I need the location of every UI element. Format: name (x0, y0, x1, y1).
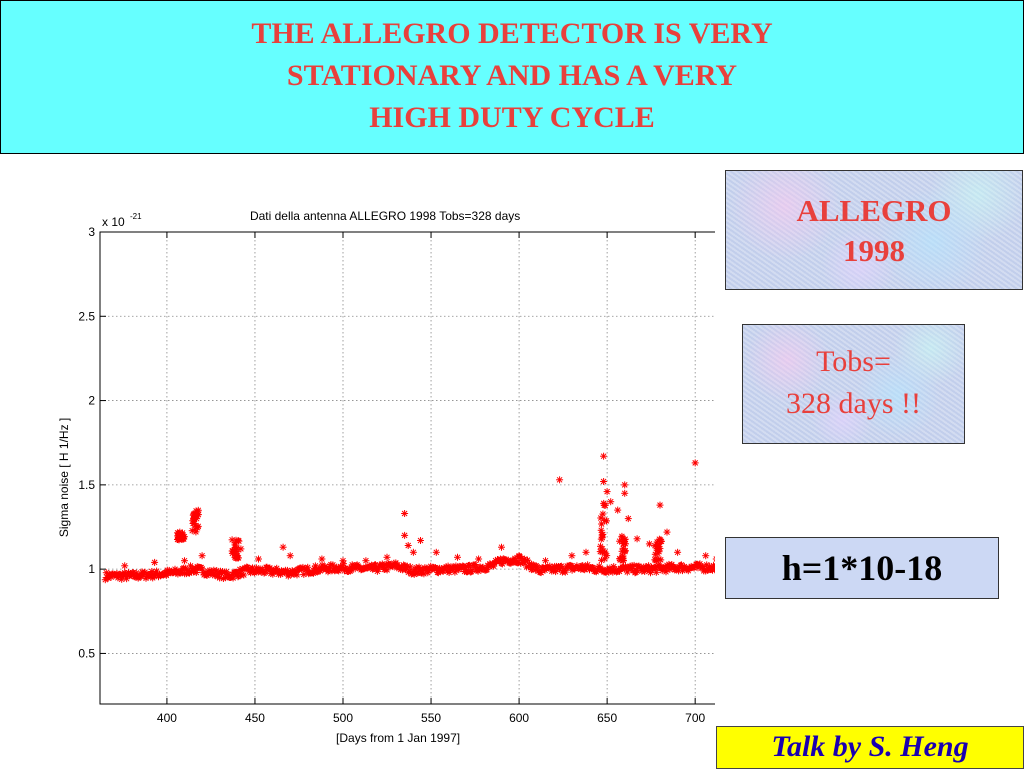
data-point (433, 549, 440, 556)
data-point (599, 511, 606, 518)
data-point (617, 557, 624, 564)
data-point (664, 529, 671, 536)
h-value-box: h=1*10-18 (725, 537, 999, 599)
data-point (619, 534, 626, 541)
data-point (280, 544, 287, 551)
data-point (599, 548, 606, 555)
data-point (340, 557, 347, 564)
data-point (516, 552, 523, 559)
data-point (287, 552, 294, 559)
data-point (600, 453, 607, 460)
chart-title: Dati della antenna ALLEGRO 1998 Tobs=328… (250, 209, 520, 223)
tobs-label: Tobs= (743, 345, 964, 379)
data-point (556, 476, 563, 483)
data-point (600, 478, 607, 485)
data-point (621, 481, 628, 488)
year-label: 1998 (726, 233, 1022, 269)
data-point (294, 571, 301, 578)
x-tick-label: 550 (421, 711, 441, 725)
x-tick-label: 500 (333, 711, 353, 725)
data-point (583, 549, 590, 556)
data-point (621, 490, 628, 497)
x-tick-label: 450 (245, 711, 265, 725)
data-point (634, 535, 641, 542)
data-point (542, 557, 549, 564)
data-point (498, 544, 505, 551)
data-point (417, 537, 424, 544)
data-point (652, 551, 659, 558)
data-point (318, 556, 325, 563)
data-point (614, 507, 621, 514)
data-point (702, 552, 709, 559)
plot-area (100, 232, 715, 704)
data-point (657, 556, 664, 563)
allegro-label: ALLEGRO (726, 193, 1022, 229)
h-value-text: h=1*10-18 (726, 548, 998, 588)
data-point (233, 552, 240, 559)
y-tick-label: 0.5 (78, 646, 95, 660)
data-point (620, 540, 627, 547)
data-point (657, 502, 664, 509)
data-point (646, 540, 653, 547)
data-point (121, 562, 128, 569)
data-point (192, 528, 199, 535)
data-point (255, 556, 262, 563)
y-tick-label: 3 (88, 225, 95, 239)
title-line-2: STATIONARY AND HAS A VERY (1, 59, 1023, 93)
data-point (151, 559, 158, 566)
title-banner: THE ALLEGRO DETECTOR IS VERY STATIONARY … (0, 0, 1024, 154)
noise-chart: 400 450 500 550 600 650 700 0.5 1 1.5 2 2.5 3 x 10 -21… (50, 200, 715, 750)
x-tick-label: 700 (685, 711, 705, 725)
data-point (599, 531, 606, 538)
title-line-3: HIGH DUTY CYCLE (1, 101, 1023, 135)
data-point (475, 556, 482, 563)
x-tick-label: 600 (509, 711, 529, 725)
data-point (189, 517, 196, 524)
data-point (619, 548, 626, 555)
data-point (190, 511, 197, 518)
y-tick-label: 1.5 (78, 478, 95, 492)
data-point (454, 554, 461, 561)
data-point (240, 572, 247, 579)
y-tick-label: 2.5 (78, 309, 95, 323)
tobs-box: Tobs= 328 days !! (742, 324, 965, 444)
y-multiplier-exponent: -21 (130, 212, 142, 221)
data-point (401, 510, 408, 517)
data-point (603, 517, 610, 524)
y-tick-label: 1 (88, 562, 95, 576)
data-point (528, 561, 535, 568)
data-point (232, 541, 239, 548)
data-point (237, 545, 244, 552)
data-point (362, 557, 369, 564)
data-point (692, 459, 699, 466)
data-point (174, 536, 181, 543)
data-point (602, 502, 609, 509)
x-axis-label: [Days from 1 Jan 1997] (336, 731, 460, 745)
data-point (410, 549, 417, 556)
data-point (568, 552, 575, 559)
allegro-1998-box: ALLEGRO 1998 (725, 170, 1023, 290)
y-axis-label: Sigma noise [ H 1/Hz ] (57, 418, 71, 537)
data-point (199, 552, 206, 559)
x-tick-label: 650 (597, 711, 617, 725)
data-point (607, 498, 614, 505)
data-point (181, 557, 188, 564)
data-point (384, 554, 391, 561)
data-point (598, 536, 605, 543)
data-point (653, 543, 660, 550)
title-line-1: THE ALLEGRO DETECTOR IS VERY (1, 17, 1023, 51)
data-point (674, 549, 681, 556)
x-tick-label: 400 (157, 711, 177, 725)
talk-credit-box: Talk by S. Heng (716, 726, 1024, 769)
data-point (405, 542, 412, 549)
y-tick-label: 2 (88, 394, 95, 408)
talk-credit: Talk by S. Heng (717, 730, 1023, 764)
data-point (604, 488, 611, 495)
data-point (401, 532, 408, 539)
data-point (625, 515, 632, 522)
tobs-value: 328 days !! (743, 387, 964, 421)
y-multiplier: x 10 (102, 215, 125, 229)
